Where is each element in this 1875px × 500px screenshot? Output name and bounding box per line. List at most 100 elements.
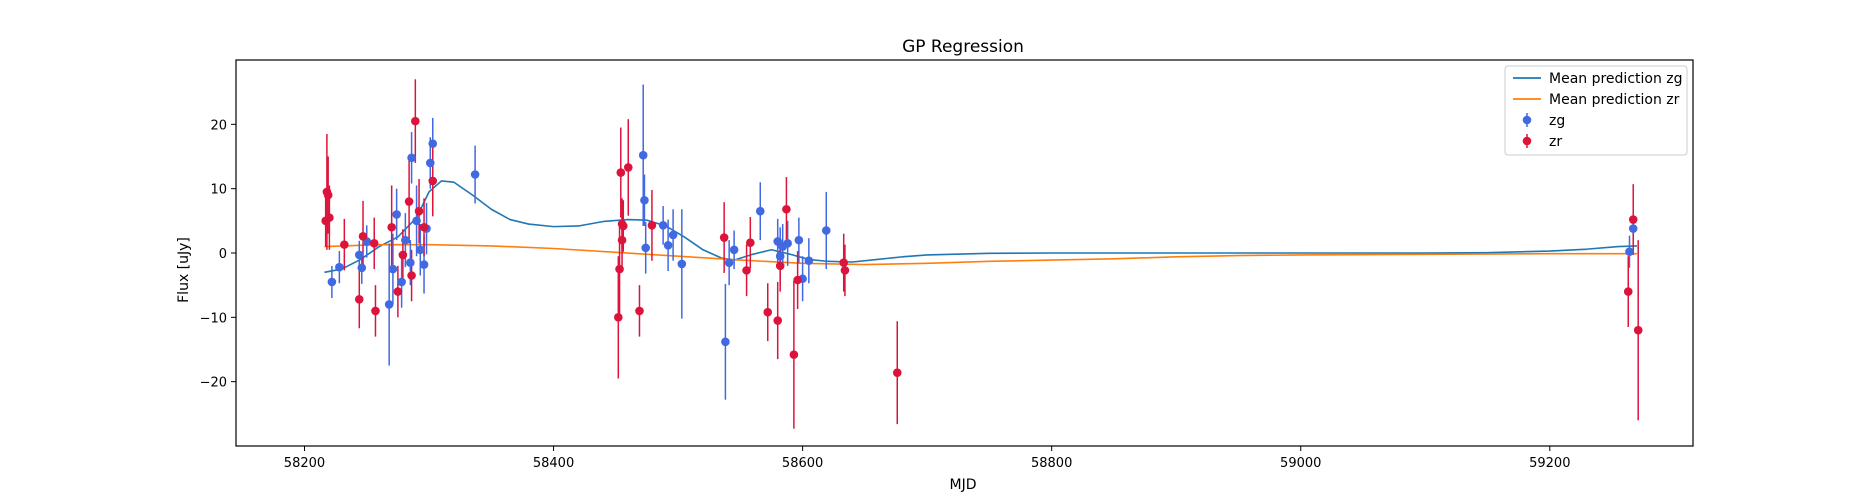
data-point-zg (663, 240, 673, 250)
data-point-zr (393, 287, 403, 296)
data-point-zg (392, 210, 401, 219)
data-point-zr (618, 221, 628, 231)
y-tick-label: 20 (210, 118, 227, 133)
data-point-zg (677, 259, 687, 269)
data-point-zg (668, 230, 678, 240)
data-point-zr (414, 206, 424, 216)
x-axis-ticks: 58200 58400 58600 58800 59000 59200 (284, 446, 1570, 471)
data-point-zr (428, 176, 438, 186)
data-point-zr (647, 221, 657, 230)
data-point-zr (325, 213, 334, 222)
data-point-zr (840, 266, 850, 275)
y-axis-ticks: −20 −10 0 10 20 (200, 118, 236, 391)
data-point-zg (638, 150, 648, 160)
x-axis-label: MJD (950, 477, 977, 493)
data-point-zg (412, 216, 421, 226)
x-tick-label: 59000 (1280, 456, 1321, 471)
data-point-zr (635, 306, 644, 316)
data-point-zg (416, 245, 425, 255)
data-point-zg (804, 256, 814, 266)
x-tick-label: 58400 (533, 456, 574, 471)
data-point-zg (721, 337, 730, 347)
data-point-zg (407, 153, 416, 163)
data-point-zg (397, 277, 406, 287)
data-point-zr (617, 235, 627, 245)
y-axis-label: Flux [uJy] (176, 237, 192, 303)
prediction-line-zr (324, 243, 1637, 266)
data-point-zr (793, 275, 802, 285)
data-point-zg (357, 263, 367, 273)
data-point-zg (425, 158, 435, 168)
points-group (321, 116, 1643, 377)
data-point-zr (404, 197, 414, 206)
legend: Mean prediction zg Mean prediction zr zg zr (1504, 65, 1688, 156)
data-point-zr (719, 233, 729, 242)
data-point-zg (388, 264, 398, 274)
data-point-zg (354, 250, 364, 260)
data-point-zr (615, 264, 624, 274)
data-point-zg (821, 226, 831, 235)
data-point-zr (763, 307, 773, 317)
data-point-zr (614, 313, 623, 322)
data-point-zg (641, 243, 651, 253)
x-tick-label: 58200 (284, 456, 325, 471)
data-point-zg (640, 195, 649, 205)
legend-entry-label: zg (1549, 113, 1565, 129)
data-point-zr (1633, 325, 1643, 335)
data-point-zg (783, 239, 792, 248)
data-point-zr (407, 271, 416, 280)
data-point-zg (1625, 247, 1634, 257)
data-point-zr (411, 116, 420, 126)
data-point-zr (358, 231, 368, 241)
y-tick-label: 0 (219, 247, 227, 262)
data-point-zg (406, 258, 415, 267)
chart-title: GP Regression (902, 37, 1024, 57)
data-point-zr (354, 295, 364, 304)
data-point-zg (470, 170, 480, 179)
data-point-zg (794, 235, 804, 245)
prediction-lines-group (324, 180, 1637, 274)
legend-entry-label: zr (1549, 134, 1562, 150)
legend-entry-label: Mean prediction zg (1549, 71, 1683, 87)
legend-box (1504, 65, 1688, 156)
data-point-zg (428, 139, 438, 148)
data-point-zg (724, 258, 734, 267)
y-tick-label: −10 (200, 311, 227, 326)
data-point-zg (335, 262, 344, 272)
data-point-zr (623, 163, 633, 172)
data-point-zr (387, 222, 396, 232)
data-point-zg (419, 260, 429, 269)
data-point-zr (369, 239, 379, 248)
data-point-zg (755, 206, 765, 216)
data-point-zr (1628, 215, 1638, 224)
data-point-zg (729, 245, 739, 255)
x-tick-label: 59200 (1529, 456, 1570, 471)
legend-marker-swatch (1522, 136, 1532, 146)
data-point-zg (327, 277, 337, 287)
data-point-zr (773, 316, 783, 325)
data-point-zr (782, 204, 791, 214)
data-point-zr (371, 306, 380, 316)
data-point-zr (1623, 287, 1633, 296)
data-point-zr (892, 368, 902, 377)
data-point-zr (742, 266, 751, 275)
data-point-zg (1628, 224, 1638, 233)
data-point-zr (616, 168, 626, 177)
data-point-zr (789, 350, 799, 359)
prediction-line-zg (324, 180, 1637, 274)
data-point-zr (419, 222, 429, 232)
data-point-zg (775, 251, 785, 261)
data-point-zr (398, 250, 408, 260)
legend-marker-swatch (1522, 115, 1532, 125)
data-point-zr (323, 190, 333, 200)
data-point-zg (658, 221, 668, 230)
legend-entry-label: Mean prediction zr (1549, 92, 1680, 108)
x-tick-label: 58800 (1031, 456, 1072, 471)
data-point-zr (775, 261, 785, 271)
data-point-zg (384, 300, 394, 309)
y-tick-label: 10 (210, 183, 227, 198)
y-tick-label: −20 (200, 376, 227, 391)
data-point-zr (746, 238, 755, 248)
